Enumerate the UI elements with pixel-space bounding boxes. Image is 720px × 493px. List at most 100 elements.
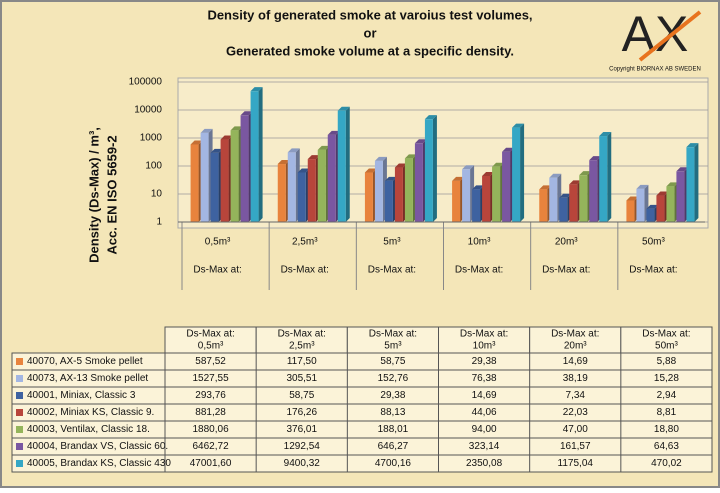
bar-top [424,115,437,120]
table-value: 376,01 [286,424,317,435]
bar-top [656,191,669,196]
table-value: 646,27 [378,441,409,452]
table-value: 587,52 [195,356,226,367]
x-tick-label: 10m³ [468,237,491,248]
table-value: 2,94 [657,390,677,401]
table-value: 5,88 [657,356,677,367]
table-header: 5m³ [384,341,402,352]
bar-top [636,184,649,189]
table-value: 1527,55 [193,373,230,384]
bar-face [676,171,685,222]
table-value: 152,76 [378,373,409,384]
bar [337,106,350,222]
table-header-cell [346,326,440,354]
table-value: 2350,08 [466,458,503,469]
bar [424,115,437,222]
bar-face [190,144,199,222]
table-value: 7,34 [566,390,586,401]
legend-swatch [16,409,23,416]
bar-top [240,111,253,116]
table-value: 293,76 [195,390,226,401]
bar-face [297,172,306,222]
title-line: Generated smoke volume at a specific den… [226,43,514,58]
plot-wall [177,77,709,229]
bar-face [549,177,558,222]
bar-top [287,148,300,153]
bar-face [277,164,286,222]
bar-face [539,189,548,222]
x-category-prefix: Ds-Max at: [455,265,503,276]
table-value: 305,51 [286,373,317,384]
x-tick-label: 2,5m³ [292,237,318,248]
table-value: 8,81 [657,407,677,418]
bar-top [337,106,350,111]
table-value: 881,28 [195,407,226,418]
bar-face [364,172,373,222]
bar-top [374,156,387,161]
legend-label: 40004, Brandax VS, Classic 60. [27,441,168,452]
table-header: 20m³ [564,341,587,352]
bar-top [394,163,407,168]
table-header-cell [620,326,713,354]
legend-label: 40005, Brandax KS, Classic 430 [27,458,171,469]
table-value: 22,03 [563,407,588,418]
bar-face [200,132,209,222]
bar-top [277,160,290,165]
bar-top [317,145,330,150]
table-header: 50m³ [655,341,678,352]
legend-swatch [16,358,23,365]
legend-label: 40070, AX-5 Smoke pellet [27,356,143,367]
table-header: 2,5m³ [289,341,315,352]
x-tick-label: 50m³ [642,237,665,248]
legend-swatch [16,443,23,450]
table-value: 9400,32 [284,458,321,469]
table-value: 44,06 [472,407,497,418]
table-header-prefix: Ds-Max at: [551,329,599,340]
bar-face [414,143,423,222]
bar-top [297,168,310,173]
y-tick-label: 1000 [140,133,163,144]
bar-face [210,152,219,222]
legend-swatch [16,392,23,399]
bar-face [636,188,645,222]
bar-top [327,130,340,135]
bar-side [520,123,525,222]
table-value: 176,26 [286,407,317,418]
bar-top [539,185,552,190]
table-header: 0,5m³ [198,341,224,352]
legend-label: 40002, Miniax KS, Classic 9. [27,407,154,418]
logo-caption: Copyright BIORNAX AB SWEDEN [609,67,701,73]
bar [512,123,525,222]
bar-face [512,127,521,222]
bar-top [626,196,639,201]
bar-top [414,139,427,144]
bar [599,132,612,222]
bar-face [686,147,695,222]
table-value: 188,01 [378,424,409,435]
bar-top [200,128,213,133]
table-header-prefix: Ds-Max at: [642,329,690,340]
x-tick-label: 5m³ [383,237,401,248]
table-header-cell [438,326,531,354]
bar-top [472,185,485,190]
table-value: 6462,72 [193,441,230,452]
legend-label: 40073, AX-13 Smoke pellet [27,373,148,384]
bar-face [220,139,229,222]
bar-face [626,200,635,222]
bar-face [559,197,568,222]
table-value: 38,19 [563,373,588,384]
table-value: 1175,04 [558,458,594,469]
table-value: 161,57 [560,441,591,452]
bar-face [579,175,588,222]
bar-face [656,195,665,222]
bar-face [462,169,471,222]
bar-top [559,193,572,198]
bar-face [569,184,578,222]
table-value: 58,75 [289,390,314,401]
bar-top [452,176,465,181]
bar-face [240,115,249,222]
table-header-prefix: Ds-Max at: [186,329,234,340]
x-category-prefix: Ds-Max at: [542,265,590,276]
y-axis-label: Acc. EN ISO 5659-2 [104,135,119,254]
bar-side [607,132,612,222]
